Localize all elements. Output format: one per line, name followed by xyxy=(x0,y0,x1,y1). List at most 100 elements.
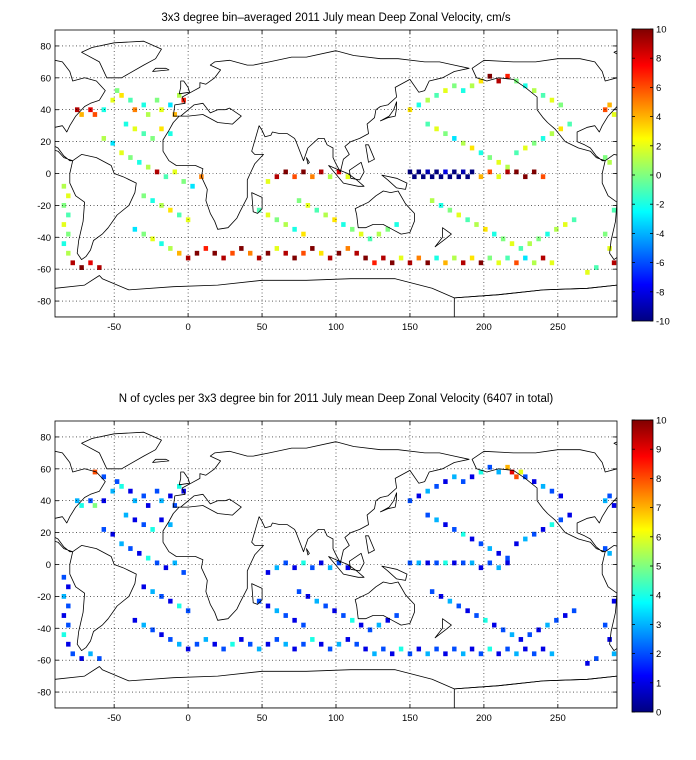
top-bin-cell xyxy=(611,260,617,266)
bottom-coastline xyxy=(434,618,452,639)
top-bin-cell xyxy=(79,265,84,270)
top-bin-cell xyxy=(203,246,209,251)
top-bin-cell xyxy=(549,97,555,103)
bottom-bin-cell xyxy=(447,598,453,604)
top-bin-cell xyxy=(159,126,164,132)
top-bin-cell xyxy=(61,241,67,247)
bottom-bin-cell xyxy=(518,469,524,475)
top-bin-cell xyxy=(416,255,422,261)
top-bin-cell xyxy=(341,222,346,227)
bottom-coastline xyxy=(471,449,617,553)
top-bin-cell xyxy=(452,136,457,141)
top-bin-cell xyxy=(447,207,453,213)
top-colorbar xyxy=(631,28,654,322)
bottom-bin-cell xyxy=(168,522,173,528)
top-bin-cell xyxy=(265,179,271,184)
top-bin-cell xyxy=(372,260,377,266)
bottom-bin-cell xyxy=(509,469,515,475)
bottom-bin-cell xyxy=(212,641,217,647)
top-bin-cell xyxy=(177,92,182,98)
top-bin-cell xyxy=(496,78,501,84)
top-bin-cell xyxy=(531,88,537,93)
bottom-bin-cell xyxy=(327,565,333,571)
top-bin-cell xyxy=(159,203,164,208)
top-bin-cell xyxy=(283,250,288,256)
bottom-bin-cell xyxy=(452,474,457,480)
top-bin-cell xyxy=(221,255,226,261)
top-bin-cell xyxy=(283,169,288,175)
bottom-colorbar-tick-label: 4 xyxy=(656,591,661,602)
top-coastline xyxy=(162,50,470,230)
bottom-bin-cell xyxy=(203,637,209,642)
bottom-colorbar-tick-label: 1 xyxy=(656,678,661,689)
bottom-bin-cell xyxy=(74,498,80,504)
bottom-bin-cell xyxy=(505,464,510,470)
bottom-bin-cell xyxy=(469,560,475,566)
bottom-bin-cell xyxy=(496,469,501,475)
bottom-bin-cell xyxy=(150,627,155,633)
top-colorbar-tick-label: 4 xyxy=(656,112,661,123)
bottom-colorbar-tick-label: 10 xyxy=(656,416,667,427)
bottom-x-tick-label: 200 xyxy=(476,713,492,724)
top-bin-cell xyxy=(230,250,235,256)
top-bin-cell xyxy=(212,250,217,256)
bottom-bin-cell xyxy=(545,622,550,628)
bottom-bin-cell xyxy=(61,613,67,618)
top-bin-cell xyxy=(265,250,271,256)
bottom-coastline xyxy=(453,675,617,708)
top-bin-cell xyxy=(487,255,493,261)
top-bin-cell xyxy=(478,78,484,84)
bottom-bin-cell xyxy=(487,464,493,470)
bottom-bin-cell xyxy=(425,560,430,566)
bottom-bin-cell xyxy=(194,641,200,647)
top-bin-cell xyxy=(389,260,395,266)
bottom-bin-cell xyxy=(376,622,382,628)
bottom-bin-cell xyxy=(443,522,448,528)
bottom-bin-cell xyxy=(518,637,524,642)
bottom-coastline xyxy=(55,450,106,553)
bottom-bin-cell xyxy=(119,541,124,547)
bottom-bin-cell xyxy=(527,632,532,638)
top-x-tick-label: -50 xyxy=(107,322,121,333)
top-bin-cell xyxy=(92,112,98,117)
top-bin-cell xyxy=(514,260,519,266)
bottom-coastline xyxy=(162,441,470,621)
bottom-bin-cell xyxy=(128,488,133,494)
top-bin-cell xyxy=(114,88,120,93)
top-bin-cell xyxy=(456,174,461,180)
top-bin-cell xyxy=(487,169,493,175)
bottom-colorbar xyxy=(631,419,654,713)
bottom-bin-cell xyxy=(425,512,430,518)
bottom-colorbar-tick-label: 0 xyxy=(656,708,661,719)
top-bin-cell xyxy=(376,231,382,237)
top-bin-cell xyxy=(66,212,71,218)
top-bin-cell xyxy=(150,136,155,141)
bottom-x-tick-label: 150 xyxy=(402,713,418,724)
top-bin-cell xyxy=(168,131,173,137)
top-bin-cell xyxy=(296,198,302,203)
bottom-y-tick-label: 80 xyxy=(40,432,51,443)
top-bin-cell xyxy=(163,174,169,180)
bottom-bin-cell xyxy=(558,517,564,523)
top-bin-cell xyxy=(607,159,612,165)
top-y-tick-label: 40 xyxy=(40,105,51,116)
top-bin-cell xyxy=(443,131,448,137)
bottom-bin-cell xyxy=(438,594,444,599)
top-bin-cell xyxy=(478,260,484,266)
top-y-tick-label: 20 xyxy=(40,137,51,148)
bottom-bin-cell xyxy=(97,656,102,661)
bottom-x-tick-label: 0 xyxy=(185,713,190,724)
top-coastline xyxy=(69,153,137,261)
top-bin-cell xyxy=(128,155,133,160)
bottom-bin-cell xyxy=(283,560,288,566)
bottom-bin-cell xyxy=(159,498,164,504)
bottom-y-tick-label: -60 xyxy=(37,656,51,667)
top-bin-cell xyxy=(460,260,466,266)
bottom-colorbar-tick-label: 6 xyxy=(656,532,661,543)
bottom-bin-cell xyxy=(549,651,555,657)
top-bin-cell xyxy=(554,226,559,232)
top-coastline xyxy=(453,284,617,317)
top-bin-cell xyxy=(310,246,315,251)
bottom-chart-title: N of cycles per 3x3 degree bin for 2011 … xyxy=(118,393,554,405)
bottom-bin-cell xyxy=(367,627,373,633)
